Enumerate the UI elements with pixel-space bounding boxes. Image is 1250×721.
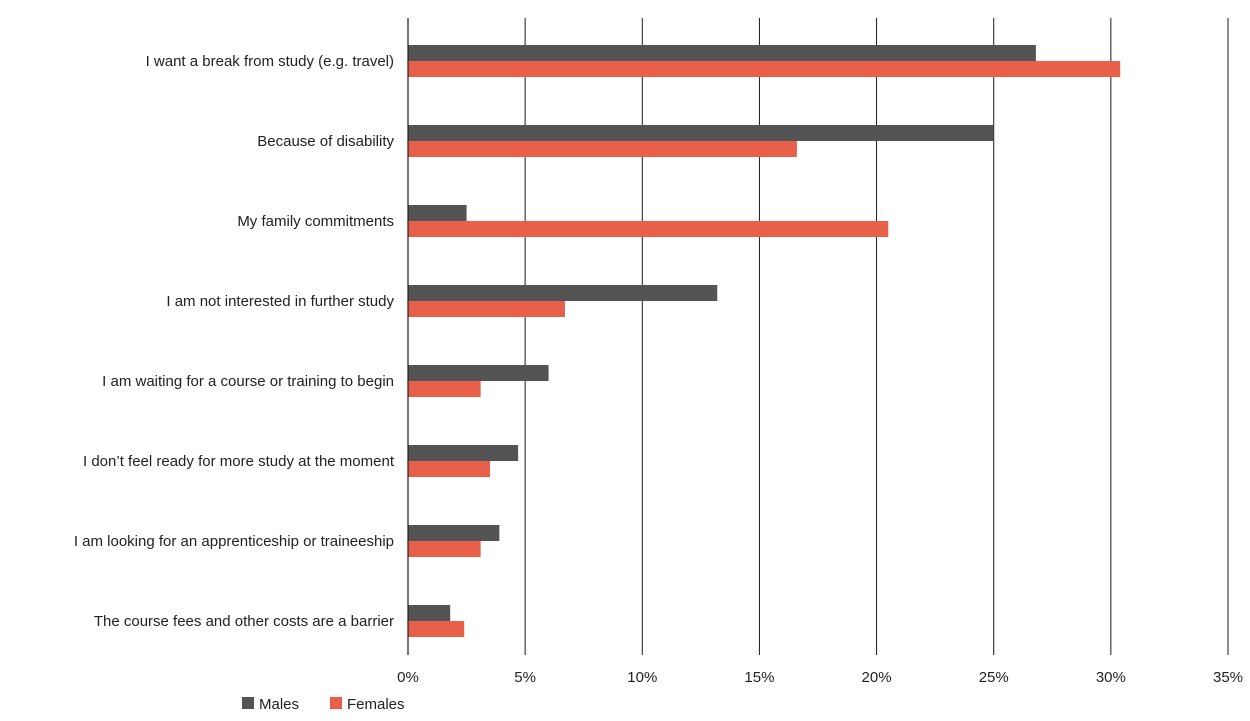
- category-label: The course fees and other costs are a ba…: [94, 613, 394, 630]
- x-tick-label: 30%: [1096, 669, 1126, 686]
- legend: Males Females: [242, 696, 405, 713]
- bar-females-2: [408, 141, 797, 157]
- bar-females-1: [408, 61, 1121, 77]
- category-label: I am waiting for a course or training to…: [102, 373, 394, 390]
- category-label: I am not interested in further study: [166, 293, 394, 310]
- bar-males-8: [408, 605, 451, 621]
- legend-swatch-females: [330, 697, 342, 709]
- bar-males-1: [408, 45, 1036, 61]
- x-tick-label: 5%: [514, 669, 536, 686]
- x-tick-label: 35%: [1213, 669, 1243, 686]
- x-tick-label: 10%: [627, 669, 657, 686]
- bar-females-3: [408, 221, 889, 237]
- x-tick-label: 20%: [862, 669, 892, 686]
- bar-males-3: [408, 205, 467, 221]
- category-label: My family commitments: [237, 213, 394, 230]
- x-tick-labels: 0% 5% 10% 15% 20% 25% 30% 35%: [397, 669, 1243, 686]
- bar-males-4: [408, 285, 718, 301]
- bar-females-8: [408, 621, 465, 637]
- category-label: I am looking for an apprenticeship or tr…: [74, 533, 394, 550]
- legend-swatch-males: [242, 697, 254, 709]
- x-tick-label: 15%: [744, 669, 774, 686]
- bar-males-7: [408, 525, 500, 541]
- legend-label-females: Females: [347, 696, 405, 713]
- x-tick-label: 0%: [397, 669, 419, 686]
- x-tick-label: 25%: [979, 669, 1009, 686]
- category-label: Because of disability: [257, 133, 394, 150]
- category-label: I want a break from study (e.g. travel): [146, 53, 394, 70]
- bar-females-4: [408, 301, 565, 317]
- bar-females-5: [408, 381, 481, 397]
- bar-females-7: [408, 541, 481, 557]
- category-labels: I want a break from study (e.g. travel) B…: [74, 53, 395, 630]
- category-label: I don’t feel ready for more study at the…: [83, 453, 395, 470]
- gridlines: [524, 18, 1229, 655]
- bar-females-6: [408, 461, 490, 477]
- legend-label-males: Males: [259, 696, 299, 713]
- bar-males-2: [408, 125, 994, 141]
- bars: [408, 45, 1121, 637]
- bar-males-5: [408, 365, 549, 381]
- bar-males-6: [408, 445, 519, 461]
